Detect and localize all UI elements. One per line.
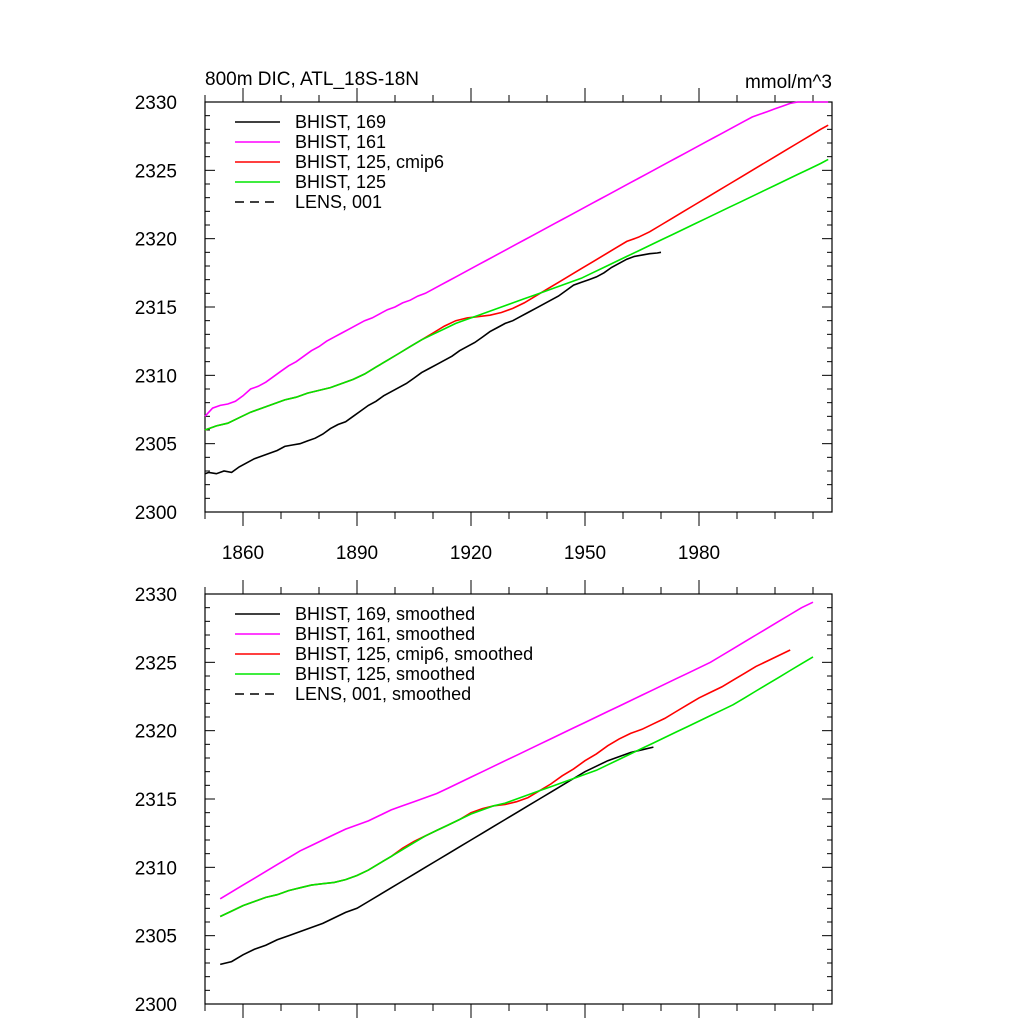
y-tick-label: 2315 [135, 790, 177, 811]
series-line-3 [204, 158, 829, 431]
legend-label: LENS, 001 [295, 192, 382, 212]
y-tick-label: 2325 [135, 161, 177, 182]
legend-label: BHIST, 125 [295, 172, 386, 192]
y-tick-label: 2300 [135, 995, 177, 1016]
series-line-3 [219, 656, 814, 918]
series-line-0 [204, 251, 662, 475]
chart-title: 800m DIC, ATL_18S-18N [205, 69, 419, 90]
x-tick-label: 1860 [222, 543, 264, 564]
bottom-panel: 2300 2305 2310 2315 2320 2325 2330 BHIST, 169, … [135, 580, 833, 1018]
chart-units: mmol/m^3 [745, 72, 832, 93]
y-tick-label: 2330 [135, 585, 177, 606]
top-panel: 2300 2305 2310 2315 2320 2325 2330 1860 1890 1920… [135, 88, 833, 564]
y-tick-label: 2305 [135, 927, 177, 948]
y-tick-label: 2320 [135, 722, 177, 743]
legend-label: BHIST, 125, cmip6, smoothed [295, 644, 533, 664]
y-tick-label: 2325 [135, 653, 177, 674]
y-tick-label: 2300 [135, 503, 177, 524]
y-tick-label: 2310 [135, 366, 177, 387]
y-tick-label: 2315 [135, 298, 177, 319]
y-tick-label: 2310 [135, 858, 177, 879]
legend-label: BHIST, 169, smoothed [295, 604, 475, 624]
series-line-1 [204, 101, 829, 417]
legend-label: LENS, 001, smoothed [295, 684, 471, 704]
legend-label: BHIST, 161 [295, 132, 386, 152]
y-tick-label: 2330 [135, 93, 177, 114]
legend-label: BHIST, 125, cmip6 [295, 152, 444, 172]
x-tick-label: 1920 [450, 543, 492, 564]
y-tick-label: 2305 [135, 435, 177, 456]
legend-label: BHIST, 161, smoothed [295, 624, 475, 644]
x-tick-label: 1950 [564, 543, 606, 564]
x-tick-label: 1980 [678, 543, 720, 564]
legend-label: BHIST, 169 [295, 112, 386, 132]
series-line-0 [220, 746, 654, 966]
x-tick-label: 1890 [336, 543, 378, 564]
y-tick-label: 2320 [135, 230, 177, 251]
series-line-1 [219, 601, 814, 900]
legend-label: BHIST, 125, smoothed [295, 664, 475, 684]
